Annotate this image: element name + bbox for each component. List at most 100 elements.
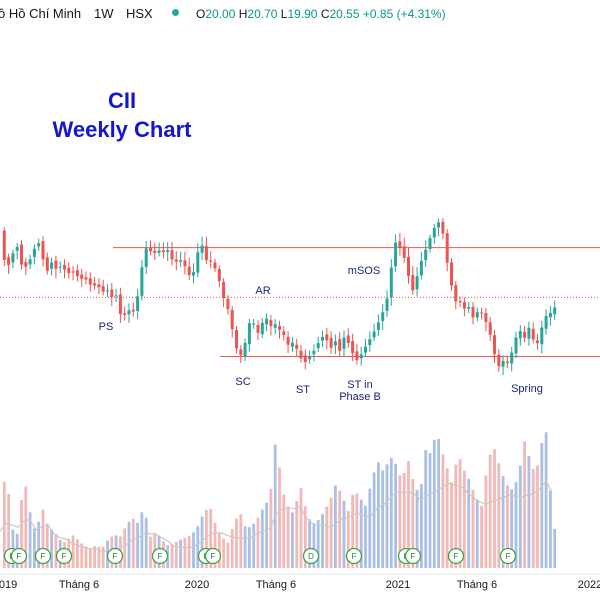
volume-bar: [488, 454, 492, 568]
volume-bar: [527, 455, 531, 568]
volume-bar: [510, 489, 514, 568]
volume-bar: [131, 518, 135, 568]
candle-body: [364, 346, 367, 353]
candle-body: [93, 283, 97, 286]
candle-body: [462, 302, 466, 309]
volume-bar: [243, 526, 247, 568]
candle-body: [101, 286, 105, 292]
candle-body: [372, 331, 376, 338]
candle-body: [20, 244, 23, 265]
volume-bar: [428, 453, 432, 568]
candle-body: [54, 260, 58, 269]
candle-body: [58, 266, 62, 268]
symbol-name[interactable]: ồ Hồ Chí Minh: [0, 6, 82, 21]
volume-bar: [372, 472, 376, 568]
event-badges: FFFFFFFFDFFFFF: [3, 547, 517, 565]
candle-body: [359, 354, 363, 359]
event-badge-label: D: [308, 552, 314, 561]
candle-body: [467, 306, 471, 309]
candle-body: [247, 323, 251, 345]
candle-body: [265, 318, 269, 325]
x-tick-label: 2020: [185, 579, 209, 591]
volume-bar: [179, 539, 182, 568]
volume-bar: [549, 490, 552, 568]
candle-body: [333, 341, 337, 346]
volume-bar: [123, 528, 127, 568]
candle-body: [342, 337, 346, 349]
volume-bar: [493, 449, 496, 568]
volume-bar: [196, 526, 200, 568]
volume-bar: [265, 502, 268, 568]
annotation-label: PS: [99, 321, 114, 333]
volume-bar: [394, 463, 397, 568]
volume-bar: [445, 468, 449, 568]
volume-bar: [308, 519, 311, 568]
volume-bar: [501, 475, 505, 568]
candle-body: [15, 246, 19, 251]
candle-body: [71, 271, 75, 273]
volume-bar: [295, 500, 299, 568]
candle-body: [110, 289, 114, 297]
candle-body: [239, 349, 243, 356]
volume-bar: [136, 522, 139, 568]
candle-body: [252, 323, 256, 325]
volume-bar: [200, 516, 204, 568]
volume-bar: [540, 443, 544, 568]
volume-bar: [463, 470, 466, 568]
volume-bar: [351, 494, 354, 568]
volume-bar: [415, 489, 419, 568]
candle-body: [75, 270, 79, 277]
volume-bar: [174, 541, 178, 568]
interval-label[interactable]: 1W: [94, 6, 114, 21]
event-badge-label: F: [506, 552, 511, 561]
chart-title-line1: CII: [108, 88, 136, 113]
volume-bar: [441, 454, 445, 568]
candle-body: [204, 246, 208, 260]
candle-body: [501, 360, 505, 367]
volume-bar: [33, 528, 36, 568]
candle-body: [376, 322, 380, 330]
volume-bar: [205, 509, 208, 568]
volume-bar: [514, 482, 518, 568]
candle-body: [269, 320, 273, 327]
candle-body: [149, 248, 152, 252]
volume-bar: [411, 478, 415, 568]
volume-bar: [20, 500, 23, 568]
candle-body: [84, 277, 88, 280]
candle-body: [407, 256, 410, 277]
volume-bar: [235, 518, 238, 568]
volume-bar: [71, 535, 75, 568]
candle-body: [7, 257, 11, 266]
volume-bar: [299, 488, 303, 568]
reference-lines: [0, 247, 600, 357]
event-badge: [10, 547, 28, 565]
candle-body: [273, 324, 277, 328]
candle-body: [488, 322, 492, 335]
candle-body: [402, 246, 406, 258]
event-badge: [404, 547, 422, 565]
high-value: 20.70: [247, 7, 278, 21]
close-value: 20.55: [329, 7, 360, 21]
high-label: H: [238, 7, 248, 21]
candle-body: [484, 313, 488, 322]
candle-body: [316, 343, 320, 349]
candle-body: [527, 327, 531, 339]
volume-bar: [76, 539, 79, 568]
volume-bar: [385, 464, 389, 568]
candles: [2, 217, 557, 376]
volume-ma-line: [0, 480, 553, 552]
event-badge: [106, 547, 124, 565]
volume-bar: [252, 523, 256, 568]
candle-body: [480, 312, 484, 314]
volume-bar: [381, 470, 385, 568]
candle-body: [28, 259, 32, 265]
annotation-label: mSOS: [348, 265, 380, 277]
event-badge-label: F: [62, 552, 67, 561]
volume-bar: [518, 465, 522, 568]
candle-body: [540, 327, 544, 345]
candle-body: [11, 253, 15, 263]
candle-body: [41, 241, 45, 260]
candle-body: [510, 352, 514, 364]
